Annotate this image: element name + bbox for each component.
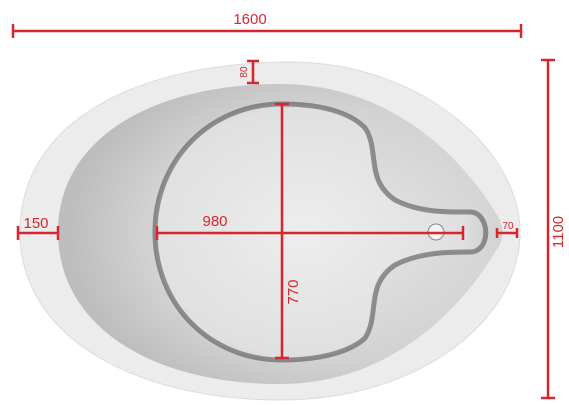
dim-basin-length: 980 [155, 213, 465, 240]
dim-tail: 70 [495, 221, 519, 238]
dim-label: 80 [239, 66, 250, 78]
dim-width: 1100 [541, 58, 567, 400]
dim-label: 150 [23, 215, 48, 232]
dim-label: 1600 [233, 11, 266, 28]
dim-side: 150 [16, 215, 60, 240]
dim-label: 980 [202, 213, 227, 230]
dim-length: 1600 [11, 11, 523, 38]
dim-label: 70 [502, 221, 514, 232]
dim-label: 770 [285, 279, 302, 304]
dim-rim: 80 [239, 59, 259, 85]
dim-label: 1100 [550, 216, 567, 248]
dim-basin-width: 770 [275, 102, 302, 360]
